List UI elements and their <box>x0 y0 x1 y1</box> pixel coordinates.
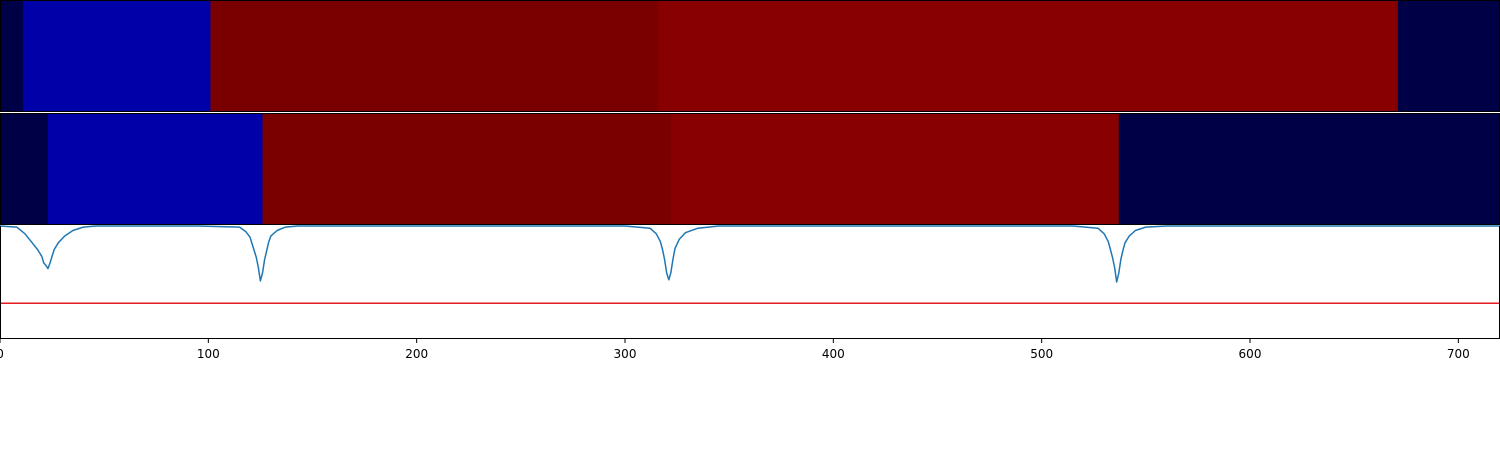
heatmap-cell-2-0 <box>0 113 49 225</box>
x-tick-label-100: 100 <box>197 347 220 361</box>
x-axis: 0 100 200 300 400 500 600 700 <box>0 339 1470 361</box>
heatmap-cell-1-1 <box>22 0 212 112</box>
heatmap-cell-2-3 <box>670 113 1120 225</box>
x-tick-label-400: 400 <box>822 347 845 361</box>
x-tick-label-200: 200 <box>405 347 428 361</box>
heatmap-row-2 <box>0 113 1500 225</box>
heatmap-cell-2-2 <box>262 113 672 225</box>
heatmap-cell-2-4 <box>1118 113 1500 225</box>
x-tick-label-700: 700 <box>1447 347 1470 361</box>
heatmap-cell-1-3 <box>658 0 1399 112</box>
x-tick-label-600: 600 <box>1239 347 1262 361</box>
x-tick-label-0: 0 <box>0 347 4 361</box>
heatmap-cell-1-2 <box>210 0 659 112</box>
x-tick-label-300: 300 <box>614 347 637 361</box>
heatmap-cell-2-1 <box>47 113 264 225</box>
heatmap-cell-1-4 <box>1397 0 1500 112</box>
series-line-0 <box>0 225 1500 283</box>
line-plot <box>0 225 1500 339</box>
heatmap-cell-1-0 <box>0 0 24 112</box>
heatmap-row-1 <box>0 0 1500 112</box>
x-tick-label-500: 500 <box>1030 347 1053 361</box>
